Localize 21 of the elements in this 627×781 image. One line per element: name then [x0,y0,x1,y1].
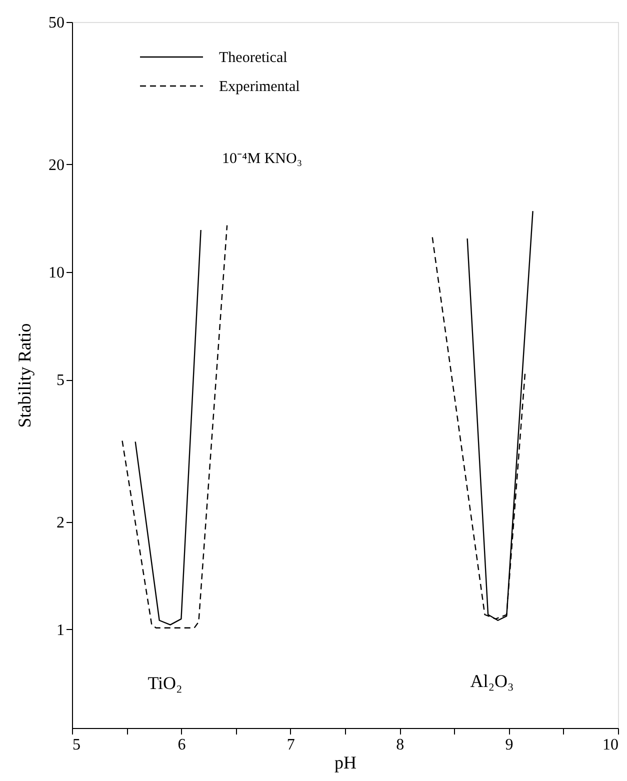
annotation: TiO₂ [148,673,182,693]
line-series [122,224,228,628]
y-tick-label: 20 [48,156,64,174]
y-tick-label: 2 [56,514,64,532]
y-tick-label: 1 [56,622,64,639]
legend-label: Experimental [219,79,300,95]
legend-label: Theoretical [219,50,288,66]
line-series [134,229,202,626]
x-tick-label: 5 [72,736,80,754]
x-tick-label: 8 [396,736,404,754]
x-tick-label: 7 [286,736,295,754]
y-tick-label: 50 [48,14,64,32]
x-axis-title: pH [334,752,356,772]
x-tick-label: 6 [178,736,186,754]
annotation: Al₂O₃ [470,671,514,691]
y-axis-title: Stability Ratio [14,323,34,428]
annotation: 10⁻⁴M KNO₃ [222,151,302,167]
x-tick-label: 9 [505,736,514,754]
x-tick-label: 10 [602,736,618,754]
y-tick-label: 10 [48,264,64,282]
y-tick-label: 5 [56,372,64,390]
